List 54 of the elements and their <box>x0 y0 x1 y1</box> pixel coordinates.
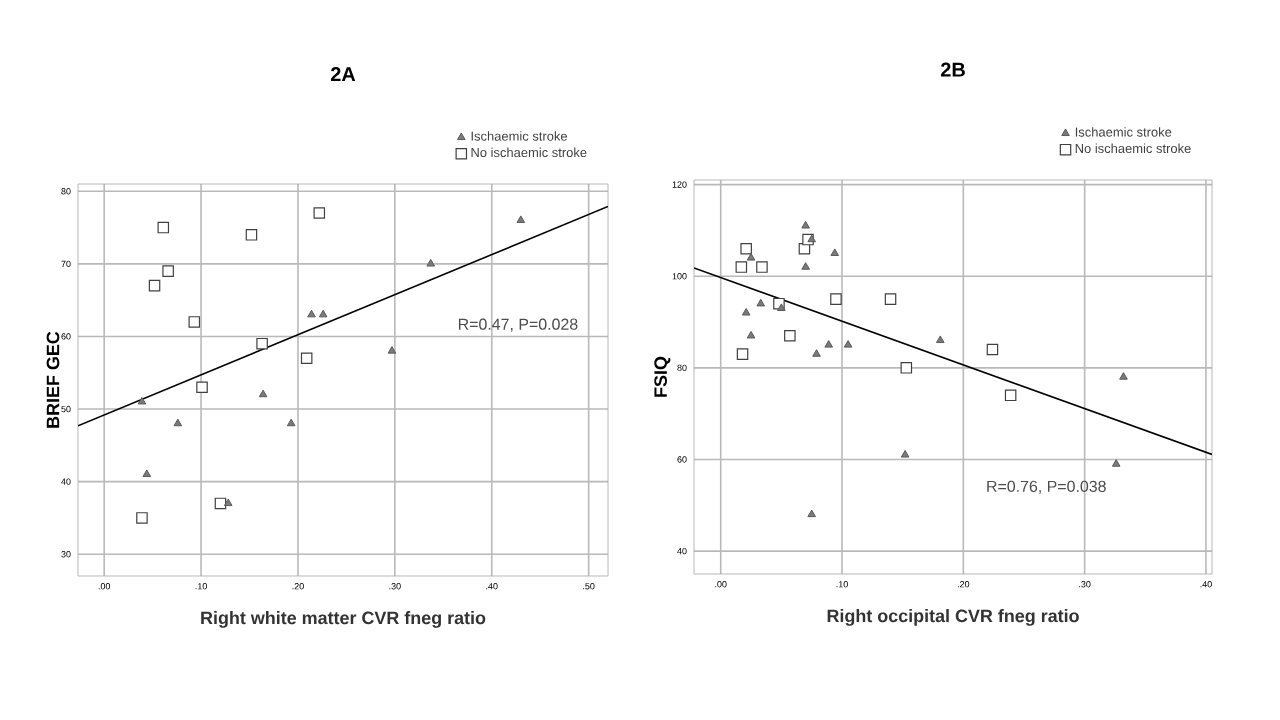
point <box>318 309 328 318</box>
point <box>741 307 751 316</box>
y-axis-title: BRIEF GEC <box>46 331 60 428</box>
point <box>735 261 748 273</box>
point <box>736 348 749 360</box>
point <box>824 340 833 348</box>
point <box>426 258 435 267</box>
point <box>300 352 313 364</box>
point <box>136 512 148 524</box>
point <box>807 234 816 243</box>
x-axis-title: Right white matter CVR fneg ratio <box>201 611 486 628</box>
point <box>516 215 526 223</box>
point <box>756 298 766 307</box>
point <box>1119 372 1128 380</box>
point <box>801 220 810 229</box>
point <box>173 418 183 427</box>
point <box>142 469 152 478</box>
point <box>313 207 326 219</box>
point <box>148 279 161 292</box>
point <box>223 498 233 507</box>
point <box>843 340 853 348</box>
point <box>1111 459 1121 467</box>
point <box>188 316 201 328</box>
point <box>256 337 268 350</box>
point <box>830 248 840 256</box>
point <box>784 329 796 342</box>
point <box>746 253 756 261</box>
point <box>162 265 174 277</box>
point <box>830 293 842 305</box>
point <box>307 309 316 318</box>
x-axis-title: Right occipital CVR fneg ratio <box>827 609 1079 626</box>
point <box>387 346 397 354</box>
point <box>935 335 945 344</box>
point <box>740 242 752 255</box>
point <box>245 229 258 241</box>
point <box>900 450 910 458</box>
point <box>137 396 147 405</box>
point <box>258 389 268 398</box>
point <box>884 293 897 305</box>
point <box>986 343 999 356</box>
point <box>1004 389 1017 402</box>
point <box>900 362 913 374</box>
point <box>746 330 756 339</box>
y-axis-title: FSIQ <box>654 356 671 397</box>
point <box>812 349 821 357</box>
point <box>157 221 170 234</box>
chart-title: 2A <box>330 67 356 81</box>
point <box>777 303 786 311</box>
point <box>756 261 768 273</box>
point <box>801 262 810 270</box>
point <box>196 381 208 394</box>
point <box>286 418 296 427</box>
point <box>807 509 816 518</box>
chart-title: 2B <box>940 62 965 77</box>
